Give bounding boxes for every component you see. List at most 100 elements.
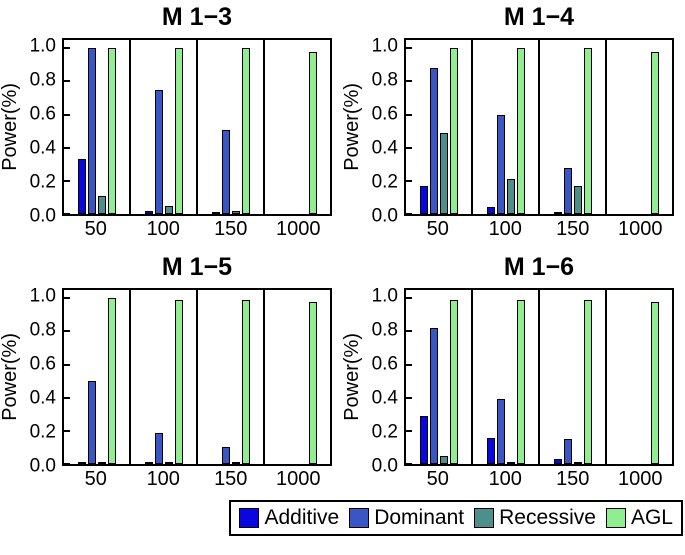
agl-bar [583, 299, 592, 464]
chart-body: Power(%) 0.0 0.2 0.4 0.6 0.8 1.0 [0, 35, 342, 226]
dominant-bar [221, 447, 230, 464]
additive-bar [486, 437, 495, 464]
dominant-bar [496, 399, 505, 464]
x-tick-label: 100 [146, 218, 180, 240]
dominant-bar [87, 381, 96, 464]
y-tick-label: 0.6 [371, 353, 398, 375]
y-tick-label: 0.4 [29, 137, 56, 159]
y-tick-mark [64, 429, 70, 432]
y-tick-label: 0.8 [371, 69, 398, 91]
recessive-bar [439, 132, 448, 214]
dominant-bar [563, 439, 572, 464]
x-axis-ticks: 50 100 150 1000 [404, 466, 674, 492]
y-tick-label: 0.0 [29, 205, 56, 227]
x-tick-label: 100 [146, 468, 180, 490]
bar-group-150 [540, 40, 607, 214]
chart-body: Power(%) 0.0 0.2 0.4 0.6 0.8 1.0 [341, 35, 684, 226]
x-tick-label: 150 [214, 218, 248, 240]
y-tick-label: 0.8 [29, 319, 56, 341]
y-tick-mark [406, 146, 412, 149]
y-tick-mark [406, 213, 412, 215]
y-axis-ticks: 0.0 0.2 0.4 0.6 0.8 1.0 [362, 287, 404, 476]
y-tick-label: 0.6 [371, 103, 398, 125]
y-tick-mark [406, 429, 412, 432]
chart-title: M 1−3 [161, 3, 233, 31]
bar-group-150 [198, 40, 265, 214]
recessive-bar [164, 205, 173, 214]
y-tick-mark [64, 113, 70, 116]
bar-group-1000 [607, 40, 672, 214]
legend-item-additive: Additive [239, 506, 339, 530]
y-tick-mark [64, 146, 70, 149]
recessive-bar [439, 455, 448, 464]
y-tick-label: 0.8 [29, 69, 56, 91]
recessive-bar [97, 195, 106, 214]
legend-swatch [474, 508, 495, 528]
y-axis-label: Power(%) [340, 333, 363, 421]
plot-area [404, 38, 674, 216]
bar-group-100 [131, 290, 198, 464]
legend-row: Additive Dominant Recessive AGL [0, 500, 685, 536]
additive-bar [486, 207, 495, 214]
y-tick-mark [64, 363, 70, 366]
y-tick-label: 0.2 [29, 171, 56, 193]
legend-swatch [605, 508, 626, 528]
y-tick-label: 1.0 [371, 35, 398, 57]
y-tick-label: 0.6 [29, 353, 56, 375]
chart-m1-3: M 1−3 Power(%) 0.0 0.2 0.4 0.6 0.8 1.0 50 100 1… [0, 0, 342, 242]
y-tick-label: 1.0 [29, 35, 56, 57]
y-tick-mark [64, 463, 70, 465]
recessive-bar [164, 462, 173, 464]
agl-bar [107, 298, 116, 464]
y-tick-mark [406, 363, 412, 366]
chart-body: Power(%) 0.0 0.2 0.4 0.6 0.8 1.0 [340, 287, 684, 476]
agl-bar [308, 301, 317, 464]
dominant-bar [87, 48, 96, 214]
x-axis-ticks: 50 100 150 1000 [404, 216, 674, 242]
x-tick-label: 1000 [618, 218, 663, 240]
y-tick-mark [406, 396, 412, 399]
recessive-bar [231, 462, 240, 464]
additive-bar [77, 462, 86, 464]
recessive-bar [573, 185, 582, 214]
y-tick-mark [406, 113, 412, 116]
y-tick-mark [64, 213, 70, 215]
dominant-bar [563, 167, 572, 214]
y-tick-mark [406, 80, 412, 83]
bar-group-100 [131, 40, 198, 214]
dominant-bar [154, 432, 163, 464]
legend-item-recessive: Recessive [474, 506, 596, 530]
bar-group-50 [406, 40, 473, 214]
x-tick-label: 150 [556, 468, 590, 490]
y-tick-mark [406, 47, 412, 50]
y-tick-label: 0.4 [371, 387, 398, 409]
additive-bar [144, 462, 153, 464]
y-tick-label: 0.0 [371, 455, 398, 477]
x-tick-label: 1000 [276, 468, 321, 490]
legend-label: Recessive [499, 506, 596, 529]
agl-bar [516, 299, 525, 464]
agl-bar [449, 299, 458, 464]
recessive-bar [231, 210, 240, 214]
bar-group-100 [473, 290, 540, 464]
y-tick-mark [406, 179, 412, 182]
y-tick-mark [64, 80, 70, 83]
legend-label: AGL [630, 506, 673, 529]
y-tick-label: 0.2 [29, 421, 56, 443]
dominant-bar [154, 89, 163, 214]
dominant-bar [221, 129, 230, 214]
legend-label: Additive [264, 506, 340, 529]
plot-area [62, 288, 332, 466]
legend-label: Dominant [374, 506, 465, 529]
y-tick-mark [64, 179, 70, 182]
agl-bar [174, 299, 183, 464]
chart-body: Power(%) 0.0 0.2 0.4 0.6 0.8 1.0 [0, 285, 342, 476]
y-tick-label: 0.6 [29, 103, 56, 125]
legend: Additive Dominant Recessive AGL [229, 500, 683, 536]
bar-group-150 [198, 290, 265, 464]
agl-bar [583, 48, 592, 214]
chart-m1-5: M 1−5 Power(%) 0.0 0.2 0.4 0.6 0.8 1.0 50 100 1… [0, 250, 342, 492]
dominant-bar [496, 114, 505, 214]
y-tick-label: 1.0 [29, 285, 56, 307]
